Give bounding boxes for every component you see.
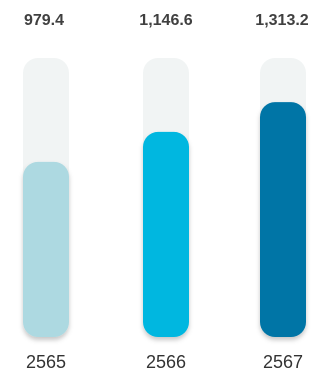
bar-2567 <box>260 102 306 338</box>
bar-2566 <box>143 131 189 337</box>
category-label-2566: 2566 <box>146 352 186 372</box>
value-label-2565: 979.4 <box>24 12 64 29</box>
category-label-2567: 2567 <box>263 352 303 372</box>
value-label-2567: 1,313.2 <box>255 12 308 29</box>
category-label-2565: 2565 <box>26 352 66 372</box>
bars <box>23 102 306 338</box>
bar-2565 <box>23 161 69 337</box>
value-label-2566: 1,146.6 <box>139 12 192 29</box>
